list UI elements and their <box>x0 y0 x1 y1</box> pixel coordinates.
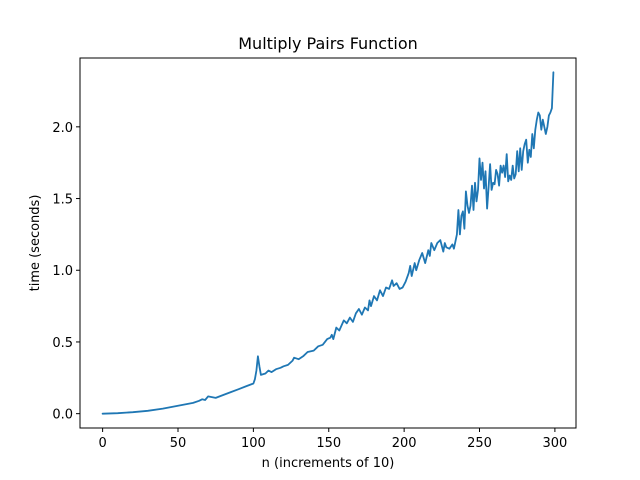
y-tick-label: 1.0 <box>52 264 73 279</box>
y-tick-label: 2.0 <box>52 121 73 136</box>
x-tick-label: 200 <box>392 436 417 451</box>
x-tick-label: 300 <box>542 436 567 451</box>
x-tick-label: 250 <box>467 436 492 451</box>
y-axis: 0.0 0.5 1.0 1.5 2.0 <box>52 121 80 423</box>
x-axis-label: n (increments of 10) <box>262 456 395 471</box>
y-tick-label: 0.0 <box>52 408 73 423</box>
y-axis-label: time (seconds) <box>28 195 43 292</box>
x-tick-label: 150 <box>316 436 341 451</box>
plot-area <box>101 71 555 415</box>
y-tick-label: 0.5 <box>52 336 73 351</box>
x-tick-label: 50 <box>170 436 187 451</box>
series-line-0 <box>101 71 555 415</box>
chart-title: Multiply Pairs Function <box>238 34 418 53</box>
y-tick-label: 1.5 <box>52 193 73 208</box>
x-tick-label: 0 <box>98 436 106 451</box>
x-tick-label: 100 <box>241 436 266 451</box>
x-axis: 0 50 100 150 200 250 300 <box>98 428 567 451</box>
axes-frame <box>79 57 577 429</box>
